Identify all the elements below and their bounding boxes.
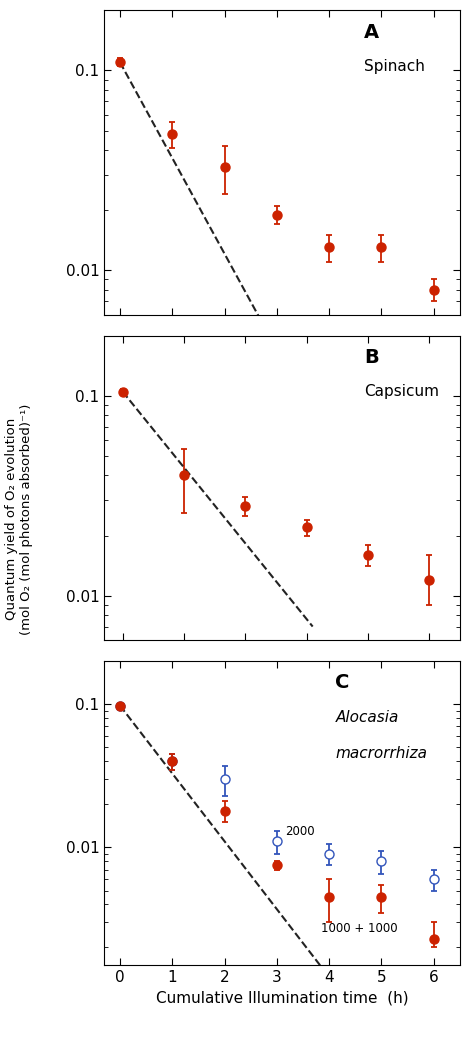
- Text: Capsicum: Capsicum: [364, 384, 439, 400]
- Text: B: B: [364, 348, 379, 367]
- Text: C: C: [336, 674, 350, 692]
- Text: Spinach: Spinach: [364, 59, 425, 74]
- Text: 1000 + 1000: 1000 + 1000: [321, 923, 398, 935]
- X-axis label: Cumulative Illumination time  (h): Cumulative Illumination time (h): [156, 990, 408, 1006]
- Text: macrorrhiza: macrorrhiza: [336, 746, 428, 761]
- Text: Alocasia: Alocasia: [336, 710, 399, 725]
- Text: Quantum yield of O₂ evolution
(mol O₂ (mol photons absorbed)⁻¹): Quantum yield of O₂ evolution (mol O₂ (m…: [5, 404, 33, 634]
- Text: 2000: 2000: [285, 824, 314, 838]
- Text: A: A: [364, 23, 379, 42]
